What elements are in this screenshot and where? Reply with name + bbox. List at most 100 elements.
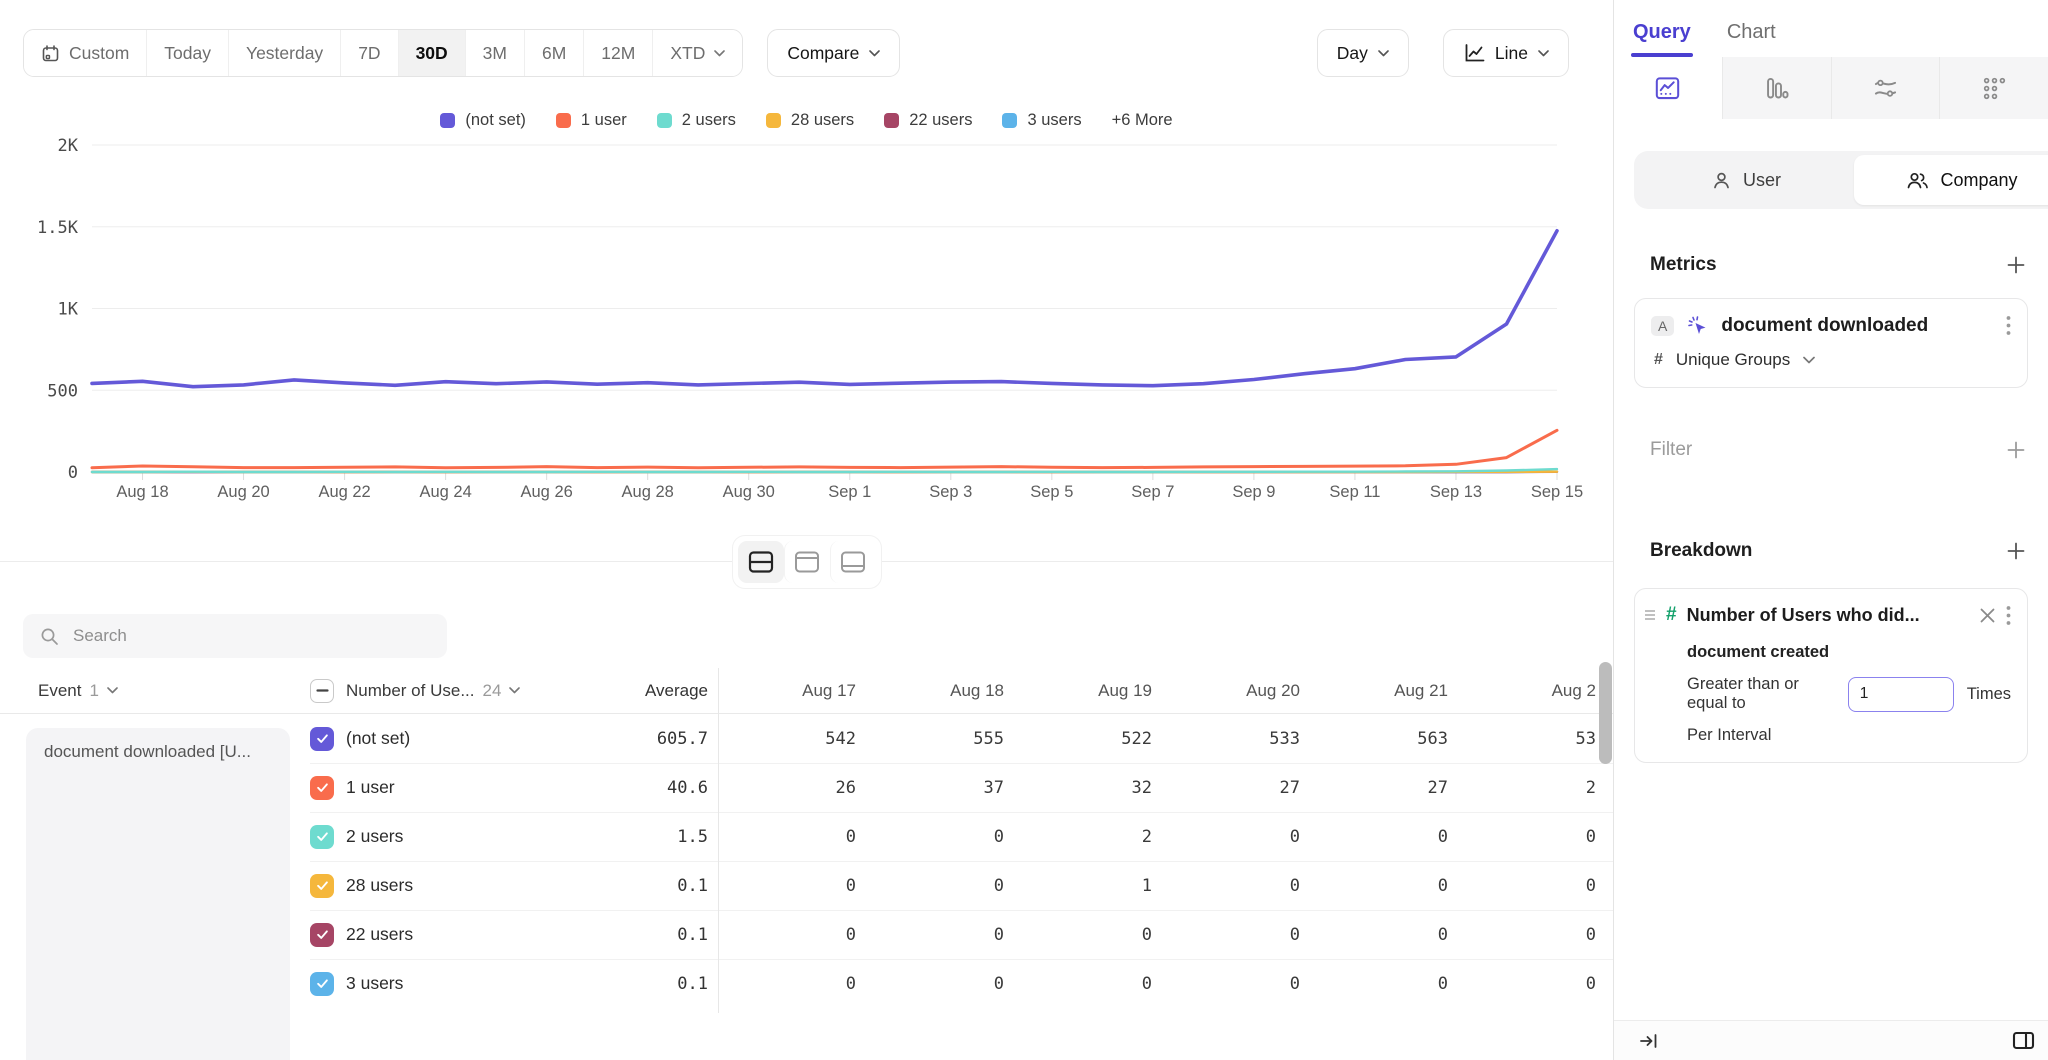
- view-split-button[interactable]: [737, 541, 784, 583]
- cell-value: 0: [1437, 924, 1448, 945]
- tab-query[interactable]: Query: [1631, 21, 1693, 57]
- scope-user[interactable]: User: [1638, 155, 1854, 205]
- cell-value: 0: [845, 875, 856, 896]
- cell-value: 0: [1437, 973, 1448, 994]
- split-panel-icon[interactable]: [2011, 1029, 2036, 1052]
- cell-value: 0: [845, 826, 856, 847]
- users-icon: [1906, 170, 1929, 191]
- view-table-only-button[interactable]: [829, 541, 876, 583]
- row-checkbox[interactable]: [310, 922, 334, 947]
- row-checkbox[interactable]: [310, 726, 334, 751]
- chart-type-bar[interactable]: [1721, 57, 1831, 119]
- chart-table-divider: [0, 536, 1613, 588]
- average-value: 605.7: [656, 728, 708, 749]
- add-breakdown-button[interactable]: [2006, 541, 2026, 561]
- legend-item[interactable]: (not set): [440, 111, 526, 130]
- date-column-header: Aug 2: [1551, 680, 1596, 700]
- legend-label: 28 users: [790, 110, 855, 129]
- breakdown-section-header: Breakdown: [1634, 540, 2028, 562]
- cell-value: 0: [1289, 973, 1300, 994]
- metric-card[interactable]: A document downloaded # Unique Groups: [1634, 298, 2028, 388]
- user-icon: [1711, 170, 1732, 191]
- search-icon: [39, 626, 60, 647]
- drag-handle-icon[interactable]: [1644, 608, 1656, 622]
- chart-type-grid[interactable]: [1939, 57, 2048, 119]
- row-checkbox[interactable]: [310, 873, 334, 898]
- scope-company[interactable]: Company: [1854, 155, 2048, 205]
- row-checkbox[interactable]: [310, 775, 334, 800]
- metric-letter-badge: A: [1651, 315, 1675, 336]
- condition-value-input[interactable]: [1847, 676, 1954, 712]
- filter-section-header: Filter: [1634, 439, 2028, 461]
- legend-item[interactable]: 28 users: [765, 110, 855, 130]
- chevron-down-icon: [509, 687, 521, 694]
- compare-label: Compare: [787, 42, 860, 63]
- chevron-down-icon: [869, 49, 881, 57]
- breakdown-property-name: Number of Users who did...: [1686, 604, 1920, 625]
- range-xtd[interactable]: XTD: [653, 30, 743, 76]
- search-box: [23, 614, 447, 658]
- legend-item[interactable]: 2 users: [656, 110, 736, 130]
- results-table: Event 1 Number of Use... 24 Average: [0, 662, 1613, 1060]
- event-column-header[interactable]: Event 1: [38, 681, 310, 701]
- range-label: 12M: [601, 42, 636, 63]
- series-column-header[interactable]: Number of Use... 24: [334, 681, 608, 701]
- date-range-group: Custom Today Yesterday 7D 30D 3M 6M 12M XTD: [23, 29, 744, 77]
- legend-item[interactable]: 22 users: [884, 111, 972, 130]
- scope-user-label: User: [1742, 169, 1781, 190]
- svg-text:2K: 2K: [58, 136, 79, 156]
- tab-chart[interactable]: Chart: [1726, 21, 1776, 43]
- aggregation-selector[interactable]: Unique Groups: [1675, 350, 1791, 369]
- view-chart-only-button[interactable]: [783, 541, 830, 583]
- legend-item[interactable]: 3 users: [1002, 111, 1082, 130]
- row-checkbox[interactable]: [310, 824, 334, 849]
- range-30d[interactable]: 30D: [398, 30, 466, 76]
- chart-type-flow[interactable]: [1830, 57, 1940, 119]
- legend-label: 2 users: [681, 110, 736, 129]
- table-scrollbar[interactable]: [1599, 662, 1612, 764]
- cell-value: 0: [845, 973, 856, 994]
- granularity-button[interactable]: Day: [1316, 29, 1409, 77]
- average-value: 0.1: [677, 924, 708, 945]
- event-row-label[interactable]: document downloaded [U...: [26, 728, 290, 1060]
- add-metric-button[interactable]: [2006, 255, 2026, 275]
- cell-value: 0: [845, 924, 856, 945]
- search-input[interactable]: [73, 626, 431, 646]
- collapse-panel-icon[interactable]: [1638, 1031, 1659, 1051]
- legend-item[interactable]: 1 user: [555, 111, 627, 130]
- range-6m[interactable]: 6M: [524, 30, 585, 76]
- cell-value: 0: [1289, 875, 1300, 896]
- filter-title: Filter: [1650, 439, 1693, 460]
- date-column-header: Aug 19: [1098, 680, 1152, 700]
- select-all-checkbox[interactable]: [310, 678, 334, 703]
- range-label: XTD: [670, 42, 706, 63]
- chevron-down-icon: [1803, 356, 1816, 364]
- range-custom[interactable]: Custom: [24, 30, 148, 76]
- legend-swatch: [440, 112, 456, 128]
- legend-more[interactable]: +6 More: [1111, 110, 1173, 129]
- range-3m[interactable]: 3M: [465, 30, 525, 76]
- legend-label: 22 users: [909, 110, 973, 129]
- cell-value: 2: [1585, 777, 1596, 798]
- svg-text:Aug 30: Aug 30: [723, 483, 775, 501]
- series-label: 1 user: [346, 777, 395, 797]
- range-12m[interactable]: 12M: [584, 30, 654, 76]
- aggregation-symbol: #: [1654, 351, 1663, 368]
- add-filter-button[interactable]: [2006, 440, 2026, 460]
- range-7d[interactable]: 7D: [341, 30, 399, 76]
- condition-label: Greater than or equal to: [1687, 675, 1799, 712]
- kebab-menu-icon[interactable]: [2006, 605, 2011, 626]
- compare-button[interactable]: Compare: [767, 29, 901, 77]
- chart-type-line[interactable]: [1614, 57, 1722, 119]
- scatter-grid-icon: [1981, 75, 2008, 102]
- kebab-menu-icon[interactable]: [2006, 315, 2011, 336]
- close-icon[interactable]: [1979, 607, 1996, 624]
- row-checkbox[interactable]: [310, 971, 334, 996]
- breakdown-card[interactable]: # Number of Users who did... document cr…: [1634, 588, 2028, 763]
- range-today[interactable]: Today: [147, 30, 229, 76]
- cell-value: 0: [1437, 826, 1448, 847]
- cell-value: 0: [1141, 924, 1152, 945]
- chart-style-button[interactable]: Line: [1442, 29, 1569, 77]
- range-yesterday[interactable]: Yesterday: [229, 30, 342, 76]
